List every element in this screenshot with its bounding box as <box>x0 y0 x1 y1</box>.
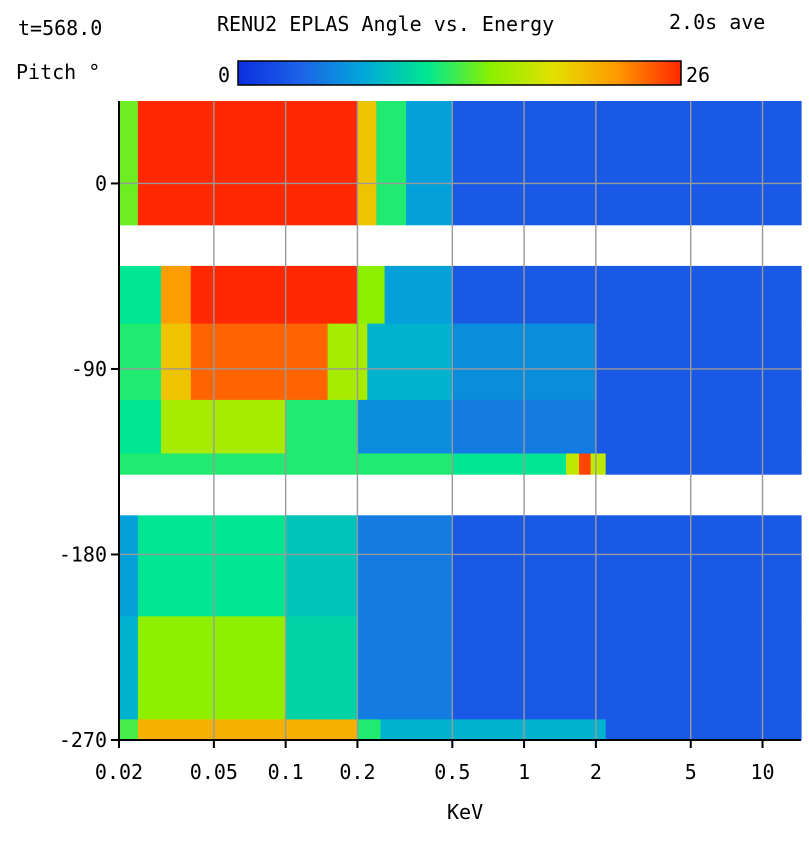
heatmap-cell <box>285 515 359 617</box>
x-tick-label: 0.05 <box>190 760 238 784</box>
x-tick-label: 0.2 <box>339 760 375 784</box>
heatmap-cell <box>327 323 368 401</box>
heatmap-cell <box>367 323 453 401</box>
heatmap-cell <box>119 719 139 741</box>
heatmap-cell <box>137 719 359 741</box>
heatmap-cell <box>357 515 453 617</box>
heatmap-cell <box>161 265 192 325</box>
y-tick-label: -270 <box>59 728 107 752</box>
heatmap-cell <box>452 101 802 226</box>
heatmap-cell <box>119 399 162 455</box>
x-tick-label: 0.1 <box>268 760 304 784</box>
heatmap-cell <box>452 453 567 475</box>
axes: 0.02 0.05 0.1 0.2 0.5 1 2 5 10 0 -90 -180 -270 <box>59 101 801 784</box>
time-readout: t=568.0 <box>18 16 103 40</box>
heatmap-cell <box>285 399 359 455</box>
heatmap-cell <box>357 616 453 720</box>
x-tick-label: 0.02 <box>95 760 143 784</box>
x-tick-label: 10 <box>750 760 774 784</box>
heatmap-cell <box>406 101 453 226</box>
heatmap-cell <box>190 265 359 325</box>
x-tick-label: 0.5 <box>434 760 470 784</box>
heatmap-cell <box>357 719 382 741</box>
heatmap-cell <box>595 323 802 401</box>
heatmap-cell <box>161 399 287 455</box>
x-tick-label: 2 <box>590 760 602 784</box>
x-axis-label: KeV <box>447 800 484 824</box>
heatmap-cell <box>595 399 802 455</box>
heatmap-cell <box>285 616 359 720</box>
heatmap-cell <box>161 323 192 401</box>
heatmap-cell <box>579 453 592 475</box>
heatmap-cell <box>119 323 162 401</box>
heatmap-cell <box>384 265 453 325</box>
heatmap-cell <box>380 719 607 741</box>
heatmap-cell <box>137 101 359 226</box>
colorbar-max-label: 26 <box>686 63 711 87</box>
heatmap-cell <box>190 323 329 401</box>
y-tick-label: -180 <box>59 542 107 566</box>
y-tick-label: 0 <box>95 171 107 195</box>
heatmap-cell <box>119 101 139 226</box>
heatmap-cell <box>452 265 802 325</box>
heatmap-cell <box>566 453 580 475</box>
heatmap-cell <box>452 515 802 617</box>
heatmap-cell <box>605 453 802 475</box>
heatmap-cell <box>452 616 802 720</box>
heatmap-cell <box>357 265 386 325</box>
heatmap-cell <box>357 399 453 455</box>
x-tick-label: 5 <box>685 760 697 784</box>
colorbar <box>237 60 682 86</box>
heatmap-cell <box>119 515 139 617</box>
colorbar-min-label: 0 <box>218 63 231 87</box>
heatmap-cell <box>590 453 607 475</box>
heatmap-cells <box>119 101 802 741</box>
heatmap-cell <box>376 101 407 226</box>
y-tick-label: -90 <box>71 357 107 381</box>
heatmap-cell <box>119 616 139 720</box>
heatmap-cell <box>137 616 287 720</box>
heatmap-cell <box>137 515 287 617</box>
chart-title: RENU2 EPLAS Angle vs. Energy <box>217 12 555 36</box>
heatmap-cell <box>605 719 802 741</box>
heatmap-cell <box>119 265 162 325</box>
grid-lines <box>119 101 801 740</box>
y-axis-label: Pitch ° <box>16 60 101 84</box>
average-readout: 2.0s ave <box>669 10 766 34</box>
x-tick-label: 1 <box>518 760 530 784</box>
heatmap-cell <box>357 101 377 226</box>
